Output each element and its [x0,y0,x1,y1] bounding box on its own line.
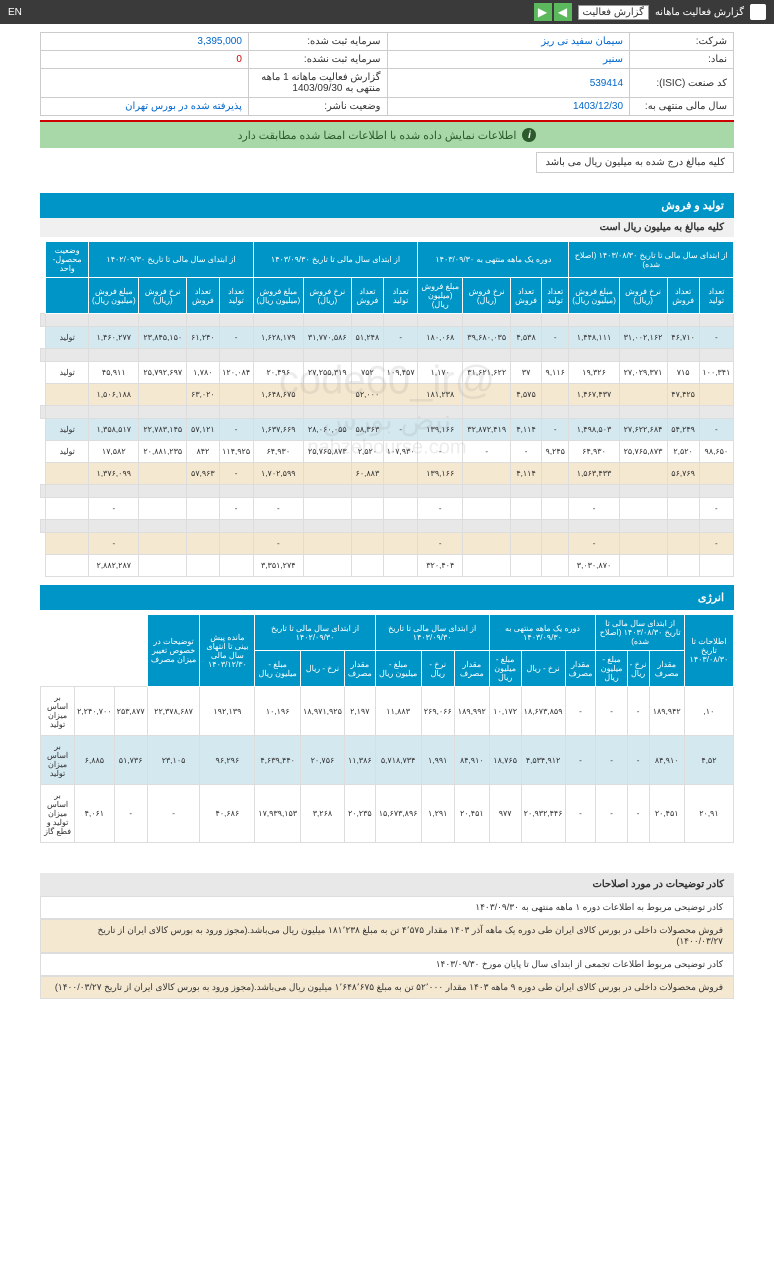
section2-header: انرژی [40,585,734,610]
footer-row: کادر توضیحی مربوط به اطلاعات دوره ۱ ماهه… [40,896,734,919]
lang-en[interactable]: EN [8,7,22,18]
topbar-title: گزارش فعالیت ماهانه [655,7,744,18]
info-icon: i [522,128,536,142]
prev-arrow[interactable]: ◀ [554,3,572,21]
section1-subtitle: کلیه مبالغ به میلیون ریال است [40,218,734,237]
calendar-icon [750,4,766,20]
report-select[interactable]: گزارش فعالیت [578,5,649,20]
alert-text: اطلاعات نمایش داده شده با اطلاعات امضا ش… [238,129,517,142]
footer-section: کادر توضیحات در مورد اصلاحات کادر توضیحی… [40,873,734,999]
production-table: از ابتدای سال مالی تا تاریخ ۱۴۰۳/۰۸/۳۰ (… [40,241,734,577]
energy-table: اطلاحات تا تاریخ ۱۴۰۳/۰۸/۳۰از ابتدای سال… [40,614,734,843]
section1-header: تولید و فروش [40,193,734,218]
footer-row: فروش محصولات داخلی در بورس کالای ایران ط… [40,976,734,999]
info-table: شرکت:سیمان سفید نی ریزسرمایه ثبت شده:3,3… [40,32,734,116]
alert-banner: i اطلاعات نمایش داده شده با اطلاعات امضا… [40,122,734,148]
next-arrow[interactable]: ▶ [534,3,552,21]
footer-row: فروش محصولات داخلی در بورس کالای ایران ط… [40,919,734,953]
topbar: گزارش فعالیت ماهانه گزارش فعالیت ◀ ▶ EN [0,0,774,24]
footer-row: کادر توضیحی مربوط اطلاعات تجمعی از ابتدا… [40,953,734,976]
footer-title: کادر توضیحات در مورد اصلاحات [40,873,734,896]
currency-note: کلیه مبالغ درج شده به میلیون ریال می باش… [536,152,734,173]
